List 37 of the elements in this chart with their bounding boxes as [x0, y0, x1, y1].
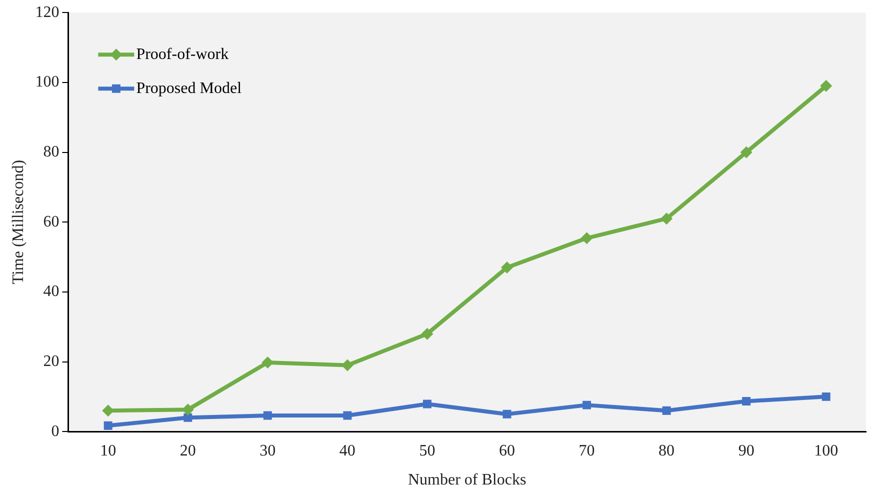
- y-tick-label: 100: [35, 74, 60, 91]
- y-tick-label: 80: [43, 143, 60, 160]
- x-tick-label: 90: [738, 442, 754, 460]
- y-tick-label: 60: [43, 213, 60, 230]
- point: [660, 212, 673, 225]
- y-tick-label: 0: [51, 422, 60, 440]
- point: [263, 411, 272, 420]
- point: [742, 396, 751, 406]
- legend-label: Proposed Model: [136, 80, 242, 97]
- x-tick-label: 50: [419, 442, 436, 460]
- y-tick-label: 120: [35, 4, 60, 21]
- point: [422, 400, 432, 408]
- point: [500, 261, 513, 274]
- legend-label: Proof-of-work: [136, 46, 229, 63]
- x-tick-label: 20: [180, 442, 196, 460]
- point: [582, 400, 592, 410]
- point: [822, 392, 830, 401]
- y-axis-title: Time (Millisecond): [10, 160, 27, 284]
- point: [580, 232, 593, 244]
- x-axis-title: Number of Blocks: [408, 472, 526, 489]
- x-tick-label: 10: [100, 442, 116, 460]
- point: [662, 406, 671, 415]
- point: [343, 411, 352, 420]
- point: [740, 146, 752, 158]
- point: [104, 421, 112, 430]
- point: [421, 328, 434, 340]
- x-tick-label: 30: [260, 442, 276, 460]
- point: [184, 413, 192, 422]
- y-tick-label: 40: [43, 283, 60, 300]
- point: [820, 80, 832, 92]
- x-tick-label: 70: [578, 442, 595, 460]
- point: [502, 410, 512, 418]
- x-tick-label: 80: [658, 442, 675, 460]
- x-tick-label: 100: [814, 442, 838, 460]
- x-tick-label: 60: [498, 442, 515, 460]
- y-tick-label: 20: [43, 352, 60, 370]
- x-tick-label: 40: [339, 442, 356, 460]
